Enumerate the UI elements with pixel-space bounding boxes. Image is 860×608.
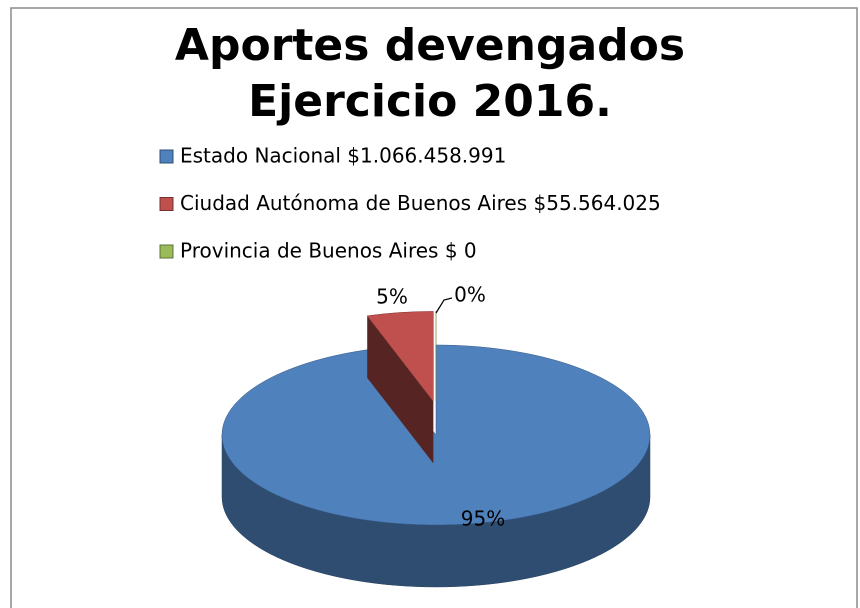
legend-swatch	[159, 244, 174, 259]
legend-label: Estado Nacional $1.066.458.991	[180, 144, 506, 168]
slice-top	[366, 311, 434, 403]
leader-line	[435, 297, 453, 314]
pie-slice	[221, 344, 651, 588]
legend-label: Provincia de Buenos Aires $ 0	[180, 239, 477, 263]
chart-border	[10, 7, 858, 608]
data-label: 95%	[461, 507, 505, 531]
legend-label: Ciudad Autónoma de Buenos Aires $55.564.…	[180, 191, 661, 215]
legend-swatch	[159, 197, 174, 211]
slice-cut-face	[367, 315, 434, 464]
chart-title: Aportes devengados Ejercicio 2016.	[174, 20, 686, 127]
slice-top	[221, 344, 651, 526]
data-label: 0%	[454, 283, 486, 307]
legend-swatch	[159, 149, 174, 164]
pie-slice	[366, 311, 434, 464]
data-label: 5%	[376, 285, 408, 309]
